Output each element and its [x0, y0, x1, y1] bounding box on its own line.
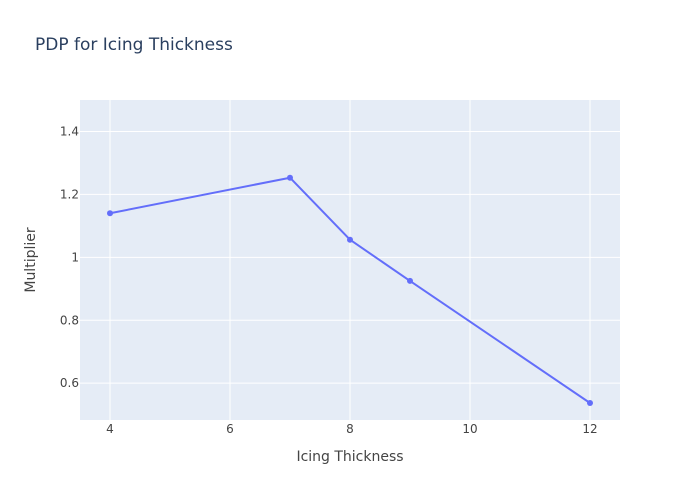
x-tick-label: 10 [462, 422, 477, 436]
y-tick-label: 0.8 [60, 313, 79, 327]
y-tick-labels: 0.6 0.8 1 1.2 1.4 [60, 124, 79, 390]
y-tick-label: 0.6 [60, 376, 79, 390]
x-tick-labels: 4 6 8 10 12 [106, 422, 597, 436]
chart-title: PDP for Icing Thickness [35, 35, 233, 55]
y-tick-label: 1.4 [60, 124, 79, 138]
data-point[interactable] [407, 277, 413, 284]
data-point[interactable] [587, 400, 593, 407]
data-point[interactable] [347, 236, 353, 243]
y-gridlines [80, 130, 620, 384]
x-tick-label: 8 [346, 422, 354, 436]
data-point[interactable] [107, 210, 113, 217]
y-axis-title: Multiplier [23, 227, 39, 293]
data-point[interactable] [287, 174, 293, 181]
x-tick-label: 4 [106, 422, 114, 436]
series-layer [107, 174, 593, 407]
x-axis-title: Icing Thickness [296, 449, 403, 465]
y-tick-label: 1.2 [60, 187, 79, 201]
x-tick-label: 12 [582, 422, 597, 436]
x-tick-label: 6 [226, 422, 234, 436]
y-tick-label: 1 [71, 250, 79, 264]
x-gridlines [109, 100, 591, 420]
